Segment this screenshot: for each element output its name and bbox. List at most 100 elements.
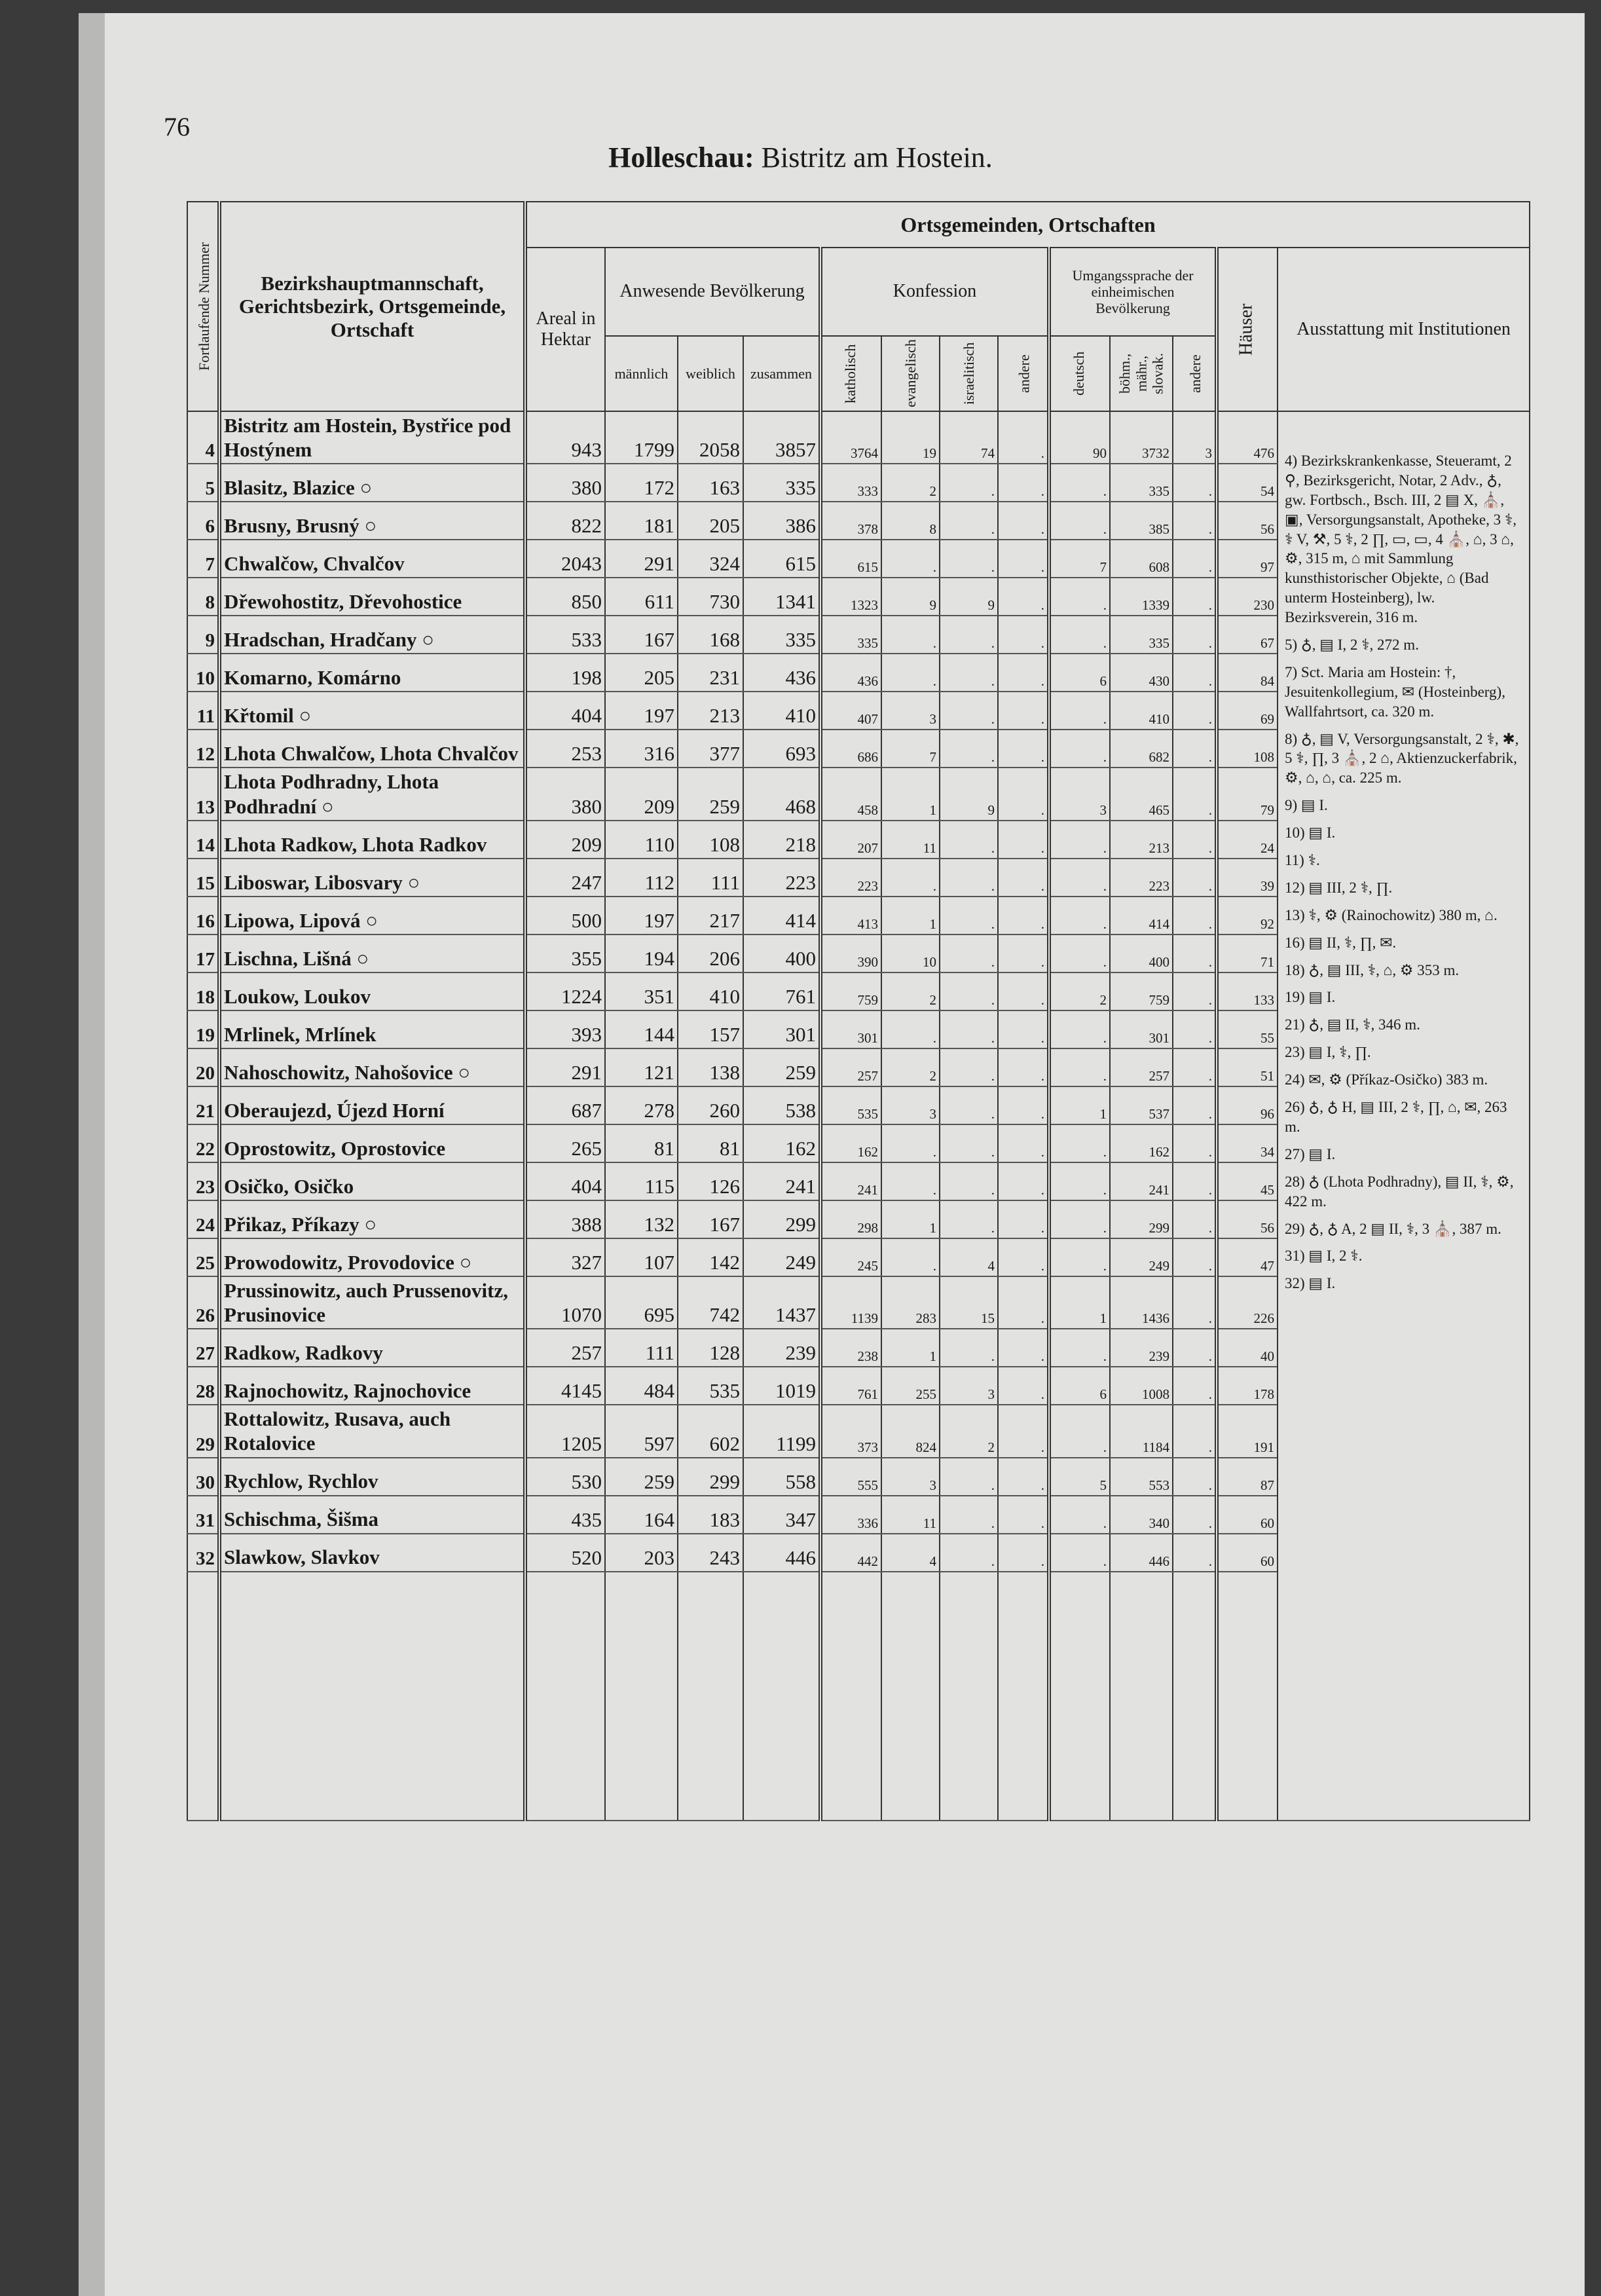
catholic: 1139 bbox=[820, 1276, 882, 1330]
table-row: 32 Slawkow, Slavkov 520 203 243 446 442 4... 446… bbox=[187, 1533, 1530, 1572]
houses: 56 bbox=[1216, 1200, 1278, 1239]
header-institutions: Ausstattung mit Institutionen bbox=[1276, 247, 1531, 412]
protestant: 2 bbox=[881, 1048, 940, 1087]
table-body: 4 Bistritz am Hostein, Bystřice pod Hostý… bbox=[187, 411, 1531, 1821]
place-name: Rajnochowitz, Rajnochovice bbox=[219, 1367, 527, 1406]
other-lang: . bbox=[1172, 616, 1219, 655]
empty-cell bbox=[677, 1571, 744, 1821]
row-number: 17 bbox=[187, 934, 221, 973]
german: . bbox=[1048, 578, 1111, 617]
jewish: . bbox=[939, 1533, 999, 1572]
total: 1437 bbox=[743, 1276, 822, 1330]
german: 5 bbox=[1048, 1457, 1111, 1496]
total: 538 bbox=[743, 1086, 822, 1125]
female: 206 bbox=[677, 934, 744, 973]
areal: 850 bbox=[524, 578, 606, 617]
male: 291 bbox=[604, 540, 678, 579]
note: 32) ▤ I. bbox=[1285, 1275, 1336, 1292]
protestant: 1 bbox=[881, 896, 940, 935]
male: 611 bbox=[604, 578, 678, 617]
areal: 388 bbox=[524, 1200, 606, 1239]
page-title: Holleschau: Bistritz am Hostein. bbox=[0, 141, 1601, 174]
statistics-table: Fortlaufende Nummer Bezirkshauptmannscha… bbox=[187, 201, 1531, 1821]
czech: 1184 bbox=[1109, 1405, 1173, 1458]
table-row: 31 Schischma, Šišma 435 164 183 347 336 11... 34… bbox=[187, 1495, 1530, 1534]
empty-cell bbox=[1109, 1571, 1173, 1821]
note: 19) ▤ I. bbox=[1285, 989, 1336, 1006]
jewish: . bbox=[939, 1200, 999, 1239]
place-name: Schischma, Šišma bbox=[219, 1495, 527, 1534]
houses: 133 bbox=[1216, 972, 1278, 1011]
table-row: 25 Prowodowitz, Provodovice ○ 327 107 142 249… bbox=[187, 1238, 1530, 1277]
row-number: 30 bbox=[187, 1457, 221, 1496]
other-conf: . bbox=[997, 896, 1051, 935]
header-areal: Areal in Hektar bbox=[524, 247, 606, 412]
catholic: 298 bbox=[820, 1200, 882, 1239]
female: 324 bbox=[677, 540, 744, 579]
male: 203 bbox=[604, 1533, 678, 1572]
catholic: 333 bbox=[820, 464, 882, 503]
header-other-lang: andere bbox=[1173, 336, 1217, 411]
jewish: . bbox=[939, 540, 999, 579]
other-lang: . bbox=[1172, 1048, 1219, 1087]
other-lang: . bbox=[1172, 1495, 1219, 1534]
protestant: . bbox=[881, 1238, 940, 1277]
other-conf: . bbox=[997, 1048, 1051, 1087]
protestant: . bbox=[881, 1124, 940, 1163]
other-lang: . bbox=[1172, 730, 1219, 769]
other-lang: . bbox=[1172, 1162, 1219, 1201]
jewish: . bbox=[939, 692, 999, 731]
note: 10) ▤ I. bbox=[1285, 824, 1336, 842]
czech: 249 bbox=[1109, 1238, 1173, 1277]
houses: 71 bbox=[1216, 934, 1278, 973]
other-conf: . bbox=[997, 1367, 1051, 1406]
houses: 191 bbox=[1216, 1405, 1278, 1458]
czech: 400 bbox=[1109, 934, 1173, 973]
header-confession: Konfession bbox=[820, 247, 1051, 337]
catholic: 759 bbox=[820, 972, 882, 1011]
houses: 60 bbox=[1216, 1495, 1278, 1534]
protestant: . bbox=[881, 858, 940, 897]
catholic: 3764 bbox=[820, 411, 882, 465]
german: . bbox=[1048, 692, 1111, 731]
areal: 247 bbox=[524, 858, 606, 897]
note: 13) ⚕, ⚙ (Rainochowitz) 380 m, ⌂. bbox=[1285, 906, 1498, 923]
page-number: 76 bbox=[164, 112, 190, 141]
female: 410 bbox=[677, 972, 744, 1011]
header-male: männlich bbox=[604, 335, 678, 412]
other-lang: . bbox=[1172, 896, 1219, 935]
areal: 1224 bbox=[524, 972, 606, 1011]
german: . bbox=[1048, 1048, 1111, 1087]
place-name: Rychlow, Rychlov bbox=[219, 1457, 527, 1496]
total: 558 bbox=[743, 1457, 822, 1496]
filler-row bbox=[187, 1571, 1530, 1821]
catholic: 223 bbox=[820, 858, 882, 897]
table-row: 18 Loukow, Loukov 1224 351 410 761 759 2.. 2 759.… bbox=[187, 972, 1530, 1011]
female: 260 bbox=[677, 1086, 744, 1125]
czech: 1436 bbox=[1109, 1276, 1173, 1330]
row-number: 6 bbox=[187, 502, 221, 541]
empty-cell bbox=[1216, 1571, 1278, 1821]
areal: 380 bbox=[524, 768, 606, 821]
german: . bbox=[1048, 730, 1111, 769]
czech: 340 bbox=[1109, 1495, 1173, 1534]
place-name: Prussinowitz, auch Prussenovitz, Prusino… bbox=[219, 1276, 527, 1330]
catholic: 555 bbox=[820, 1457, 882, 1496]
other-lang: . bbox=[1172, 1457, 1219, 1496]
german: 6 bbox=[1048, 1367, 1111, 1406]
female: 602 bbox=[677, 1405, 744, 1458]
male: 197 bbox=[604, 692, 678, 731]
other-lang: . bbox=[1172, 1533, 1219, 1572]
place-name: Lipowa, Lipová ○ bbox=[219, 896, 527, 935]
male: 172 bbox=[604, 464, 678, 503]
male: 194 bbox=[604, 934, 678, 973]
female: 142 bbox=[677, 1238, 744, 1277]
catholic: 407 bbox=[820, 692, 882, 731]
other-lang: . bbox=[1172, 578, 1219, 617]
houses: 92 bbox=[1216, 896, 1278, 935]
houses: 60 bbox=[1216, 1533, 1278, 1572]
other-conf: . bbox=[997, 540, 1051, 579]
female: 217 bbox=[677, 896, 744, 935]
catholic: 241 bbox=[820, 1162, 882, 1201]
czech: 301 bbox=[1109, 1010, 1173, 1049]
